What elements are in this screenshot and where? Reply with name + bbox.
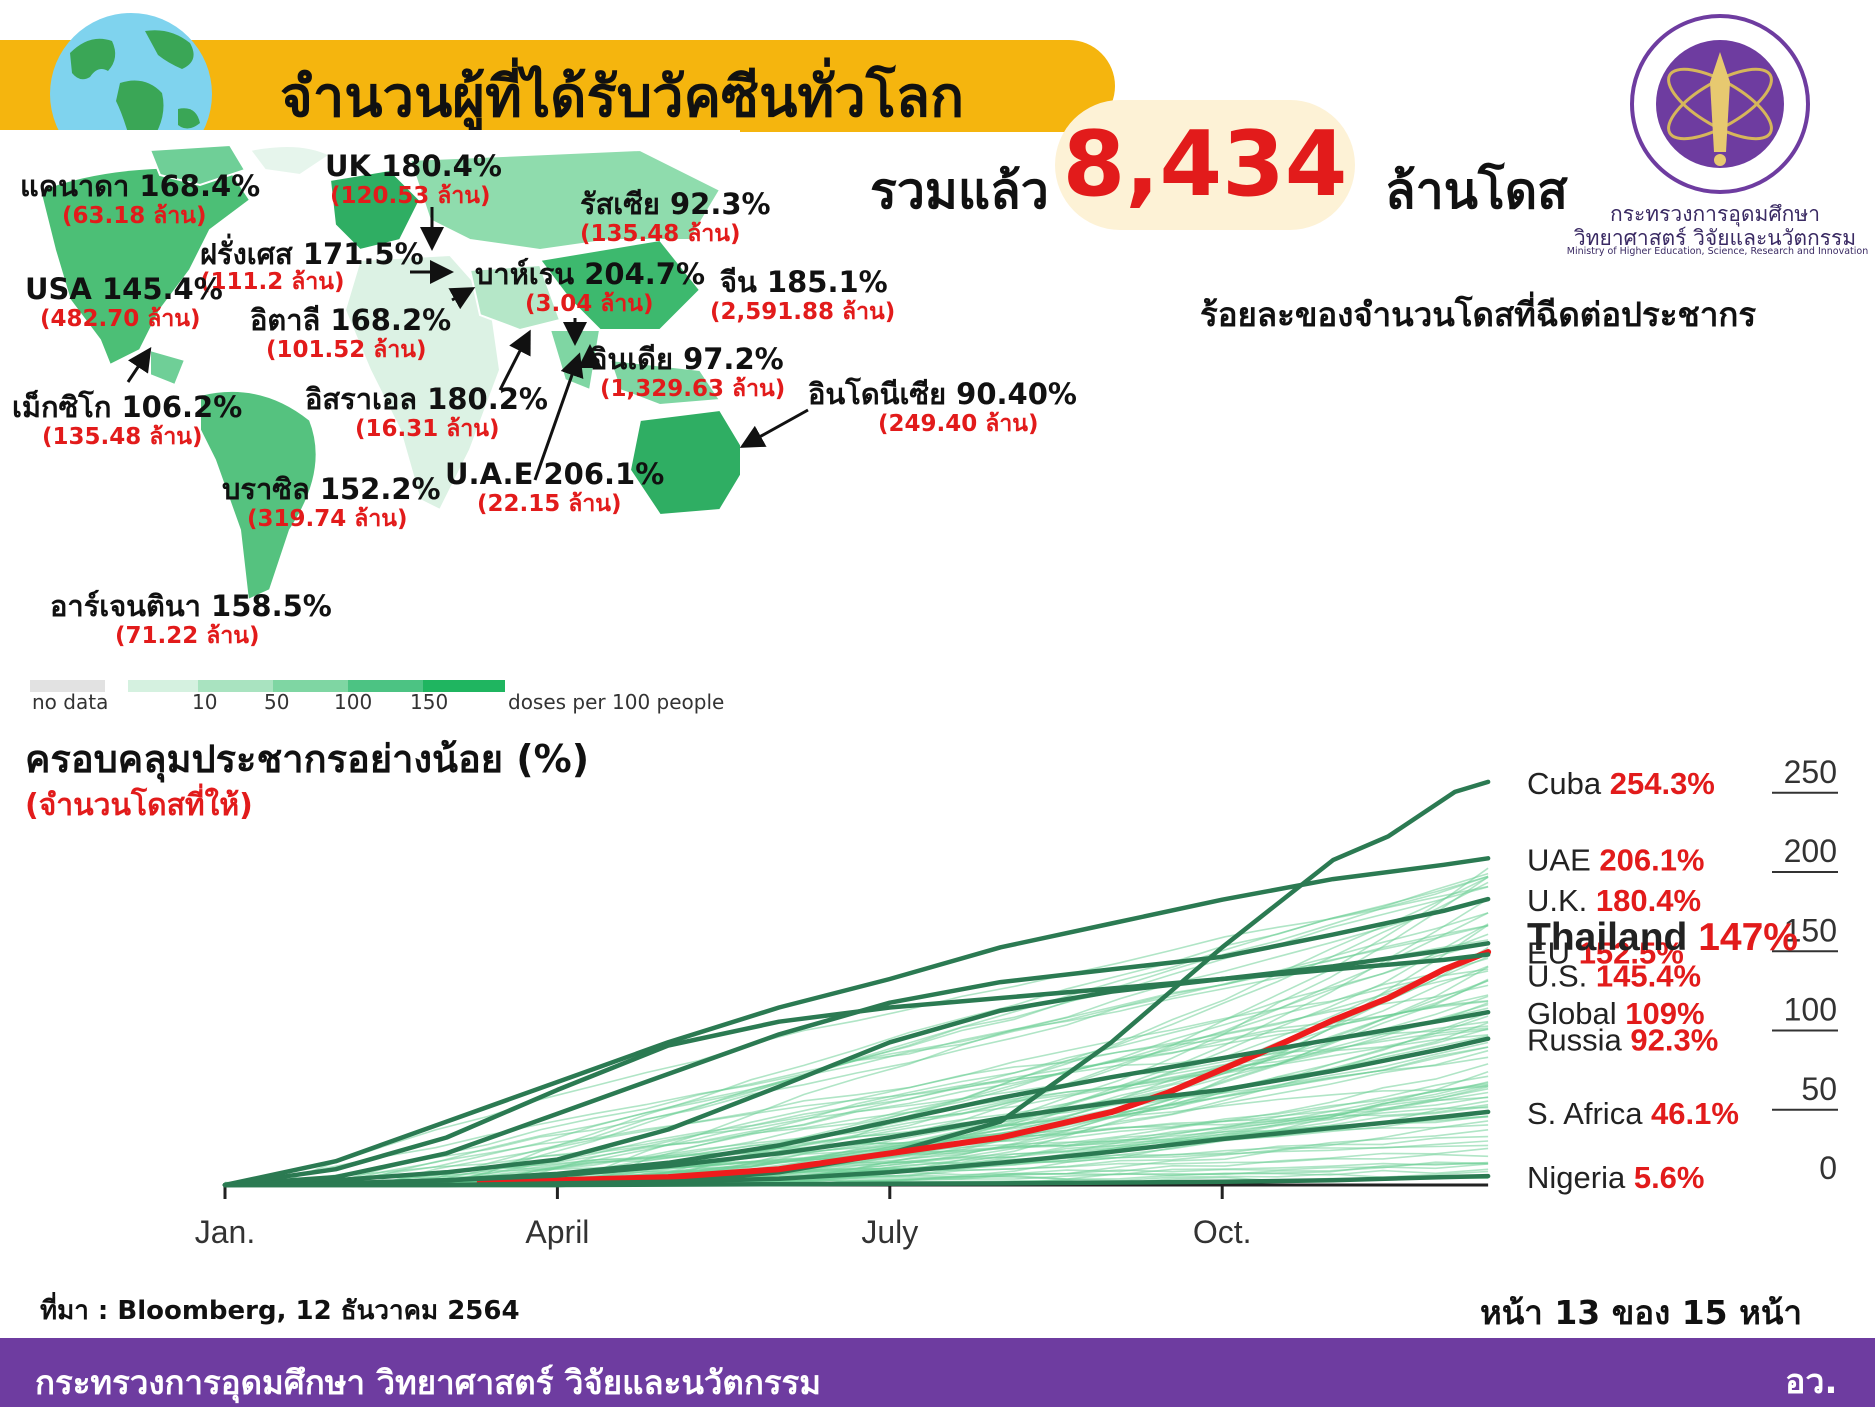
legend-no-data: no data (32, 690, 109, 714)
total-doses-value: 8,434 (1062, 112, 1348, 217)
map-label-uae: U.A.E 206.1% (22.15 ล้าน) (445, 457, 665, 517)
x-tick-label: Oct. (1193, 1214, 1252, 1250)
series-label-nigeria: Nigeria 5.6% (1527, 1160, 1705, 1195)
map-label-argentina: อาร์เจนตินา 158.5% (71.22 ล้าน) (50, 589, 332, 649)
legend-swatch-150 (348, 680, 423, 692)
map-label-uk: UK 180.4% (120.53 ล้าน) (325, 149, 502, 209)
y-tick-label: 250 (1784, 754, 1837, 790)
legend-tick-10: 10 (192, 690, 218, 714)
map-label-usa: USA 145.4% (482.70 ล้าน) (25, 272, 223, 332)
chart-title: ร้อยละของจำนวนโดสที่ฉีดต่อประชากร (1200, 295, 1757, 334)
y-tick-label: 150 (1784, 912, 1837, 948)
total-unit: ล้านโดส (1385, 162, 1568, 220)
series-line-nigeria (222, 1173, 1491, 1188)
series-label-thailand: Thailand 147% (1527, 916, 1798, 959)
footer-abbr: อว. (1785, 1362, 1838, 1402)
chart-axes: Jan. April July Oct. 0 50 100 150 200 250 (195, 754, 1838, 1250)
ministry-logo (1628, 12, 1812, 196)
legend-caption: doses per 100 people (508, 690, 725, 714)
x-tick-label: July (861, 1214, 918, 1250)
series-line-russia (222, 1036, 1491, 1188)
background-line (224, 1000, 1489, 1186)
y-tick-label: 0 (1819, 1150, 1837, 1186)
legend-swatch-50 (198, 680, 273, 692)
map-label-canada: แคนาดา 168.4% (63.18 ล้าน) (20, 169, 261, 229)
total-badge (1055, 100, 1355, 230)
map-label-indonesia: อินโดนีเซีย 90.40% (249.40 ล้าน) (808, 377, 1077, 437)
map-arrows (126, 207, 809, 481)
map-label-brazil: บราซิล 152.2% (319.74 ล้าน) (222, 472, 441, 532)
ministry-name-en: Ministry of Higher Education, Science, R… (1566, 246, 1869, 257)
series-label-uae: UAE 206.1% (1527, 842, 1705, 877)
world-map (0, 130, 740, 670)
series-lines (222, 779, 1492, 1188)
series-label-us: U.S. 145.4% (1527, 959, 1701, 994)
series-label-safrica: S. Africa 46.1% (1527, 1096, 1739, 1131)
page-title: จำนวนผู้ที่ได้รับวัคซีนทั่วโลก (280, 65, 965, 130)
legend-tick-150: 150 (410, 690, 449, 714)
vaccination-line-chart: Jan. April July Oct. 0 50 100 150 200 250 Cuba 25… (195, 754, 1838, 1250)
series-label-eu: EU 152.5% (1527, 935, 1684, 970)
background-line (224, 1034, 1489, 1185)
y-tick-label: 50 (1801, 1071, 1837, 1107)
coverage-title: ครอบคลุมประชากรอย่างน้อย (%) (25, 737, 590, 781)
map-label-india: อินเดีย 97.2% (1,329.63 ล้าน) (590, 342, 786, 402)
x-tick-label: Jan. (195, 1214, 255, 1250)
footer-ministry: กระทรวงการอุดมศึกษา วิทยาศาสตร์ วิจัยและ… (35, 1363, 822, 1402)
x-tick-label: April (525, 1214, 589, 1250)
legend-swatch-no-data (30, 680, 105, 692)
map-label-israel: อิสราเอล 180.2% (16.31 ล้าน) (305, 382, 548, 442)
series-line-uk (222, 896, 1491, 1188)
page-number: หน้า 13 ของ 15 หน้า (1480, 1293, 1802, 1332)
map-label-china: จีน 185.1% (2,591.88 ล้าน) (710, 265, 896, 325)
map-legend (30, 680, 505, 692)
y-tick-label: 100 (1784, 992, 1837, 1028)
background-line (224, 885, 1489, 1186)
legend-swatch-200 (423, 680, 505, 692)
series-line-eu (222, 941, 1491, 1188)
total-prefix: รวมแล้ว (870, 162, 1049, 220)
series-label-uk: U.K. 180.4% (1527, 883, 1701, 918)
map-label-france: ฝรั่งเศส 171.5% (111.2 ล้าน) (200, 237, 424, 295)
series-line-thailand (476, 949, 1492, 1185)
series-label-global: Global 109% (1527, 996, 1705, 1031)
footer-bar (0, 1338, 1875, 1407)
series-label-cuba: Cuba 254.3% (1527, 766, 1715, 801)
map-label-bahrain: บาห์เรน 204.7% (3.04 ล้าน) (475, 257, 706, 317)
series-line-uae (222, 856, 1491, 1188)
series-label-russia: Russia 92.3% (1527, 1023, 1718, 1058)
y-tick-label: 200 (1784, 833, 1837, 869)
series-labels: Cuba 254.3% UAE 206.1% U.K. 180.4% EU 152.5… (1527, 766, 1798, 1195)
source-note: ที่มา : Bloomberg, 12 ธันวาคม 2564 (40, 1296, 520, 1326)
coverage-subtitle: (จำนวนโดสที่ให้) (25, 788, 253, 823)
ministry-name-th: กระทรวงการอุดมศึกษา วิทยาศาสตร์ วิจัยและ… (1573, 202, 1857, 250)
legend-swatch-100 (273, 680, 348, 692)
background-country-lines (224, 867, 1489, 1186)
series-line-us (222, 952, 1491, 1188)
map-label-italy: อิตาลี 168.2% (101.52 ล้าน) (250, 303, 452, 363)
legend-tick-100: 100 (334, 690, 373, 714)
map-label-mexico: เม็กซิโก 106.2% (135.48 ล้าน) (12, 390, 243, 450)
map-label-russia: รัสเซีย 92.3% (135.48 ล้าน) (580, 187, 771, 247)
legend-swatch-10 (128, 680, 198, 692)
legend-tick-50: 50 (264, 690, 290, 714)
